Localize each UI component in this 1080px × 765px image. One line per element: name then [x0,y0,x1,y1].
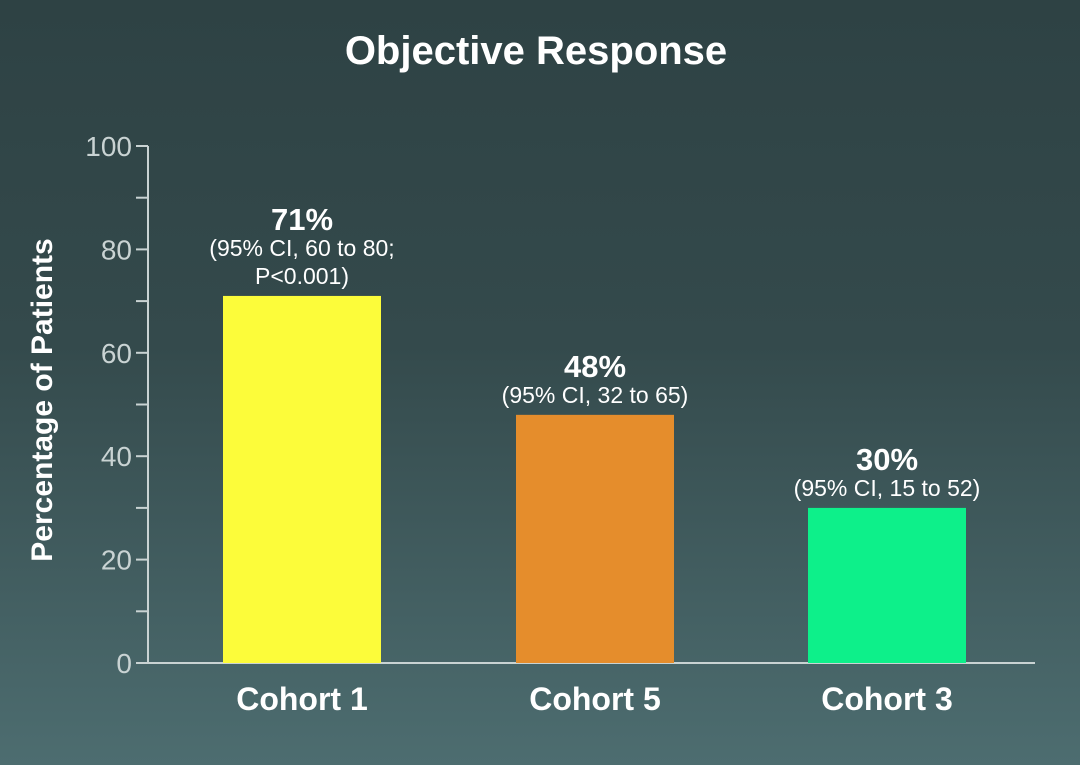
x-category-label: Cohort 1 [236,681,368,717]
ci-annotation: (95% CI, 60 to 80; [209,235,394,261]
bar-3 [808,507,966,663]
y-tick-label: 20 [101,545,132,576]
bar-value-label: 71% [271,202,333,237]
chart-title: Objective Response [345,29,727,73]
bar-value-label: 30% [856,442,918,477]
x-category-label: Cohort 3 [821,681,953,717]
bar-value-label: 48% [564,349,626,384]
data-labels: Cohort 1 P<0.001)(95% CI, 60 to 80;71% Coh… [209,202,980,717]
y-tick-label: 100 [85,131,132,162]
y-tick-label: 60 [101,338,132,369]
bar-1 [223,295,381,663]
ci-annotation: (95% CI, 15 to 52) [794,475,981,501]
ci-annotation: P<0.001) [255,263,349,289]
bars [223,295,966,663]
y-tick-label: 0 [116,648,132,679]
y-tick-label: 40 [101,441,132,472]
x-category-label: Cohort 5 [529,681,661,717]
y-tick-label: 80 [101,234,132,265]
bar-2 [516,414,674,663]
ci-annotation: (95% CI, 32 to 65) [502,382,689,408]
y-axis-label: Percentage of Patients [26,238,59,561]
